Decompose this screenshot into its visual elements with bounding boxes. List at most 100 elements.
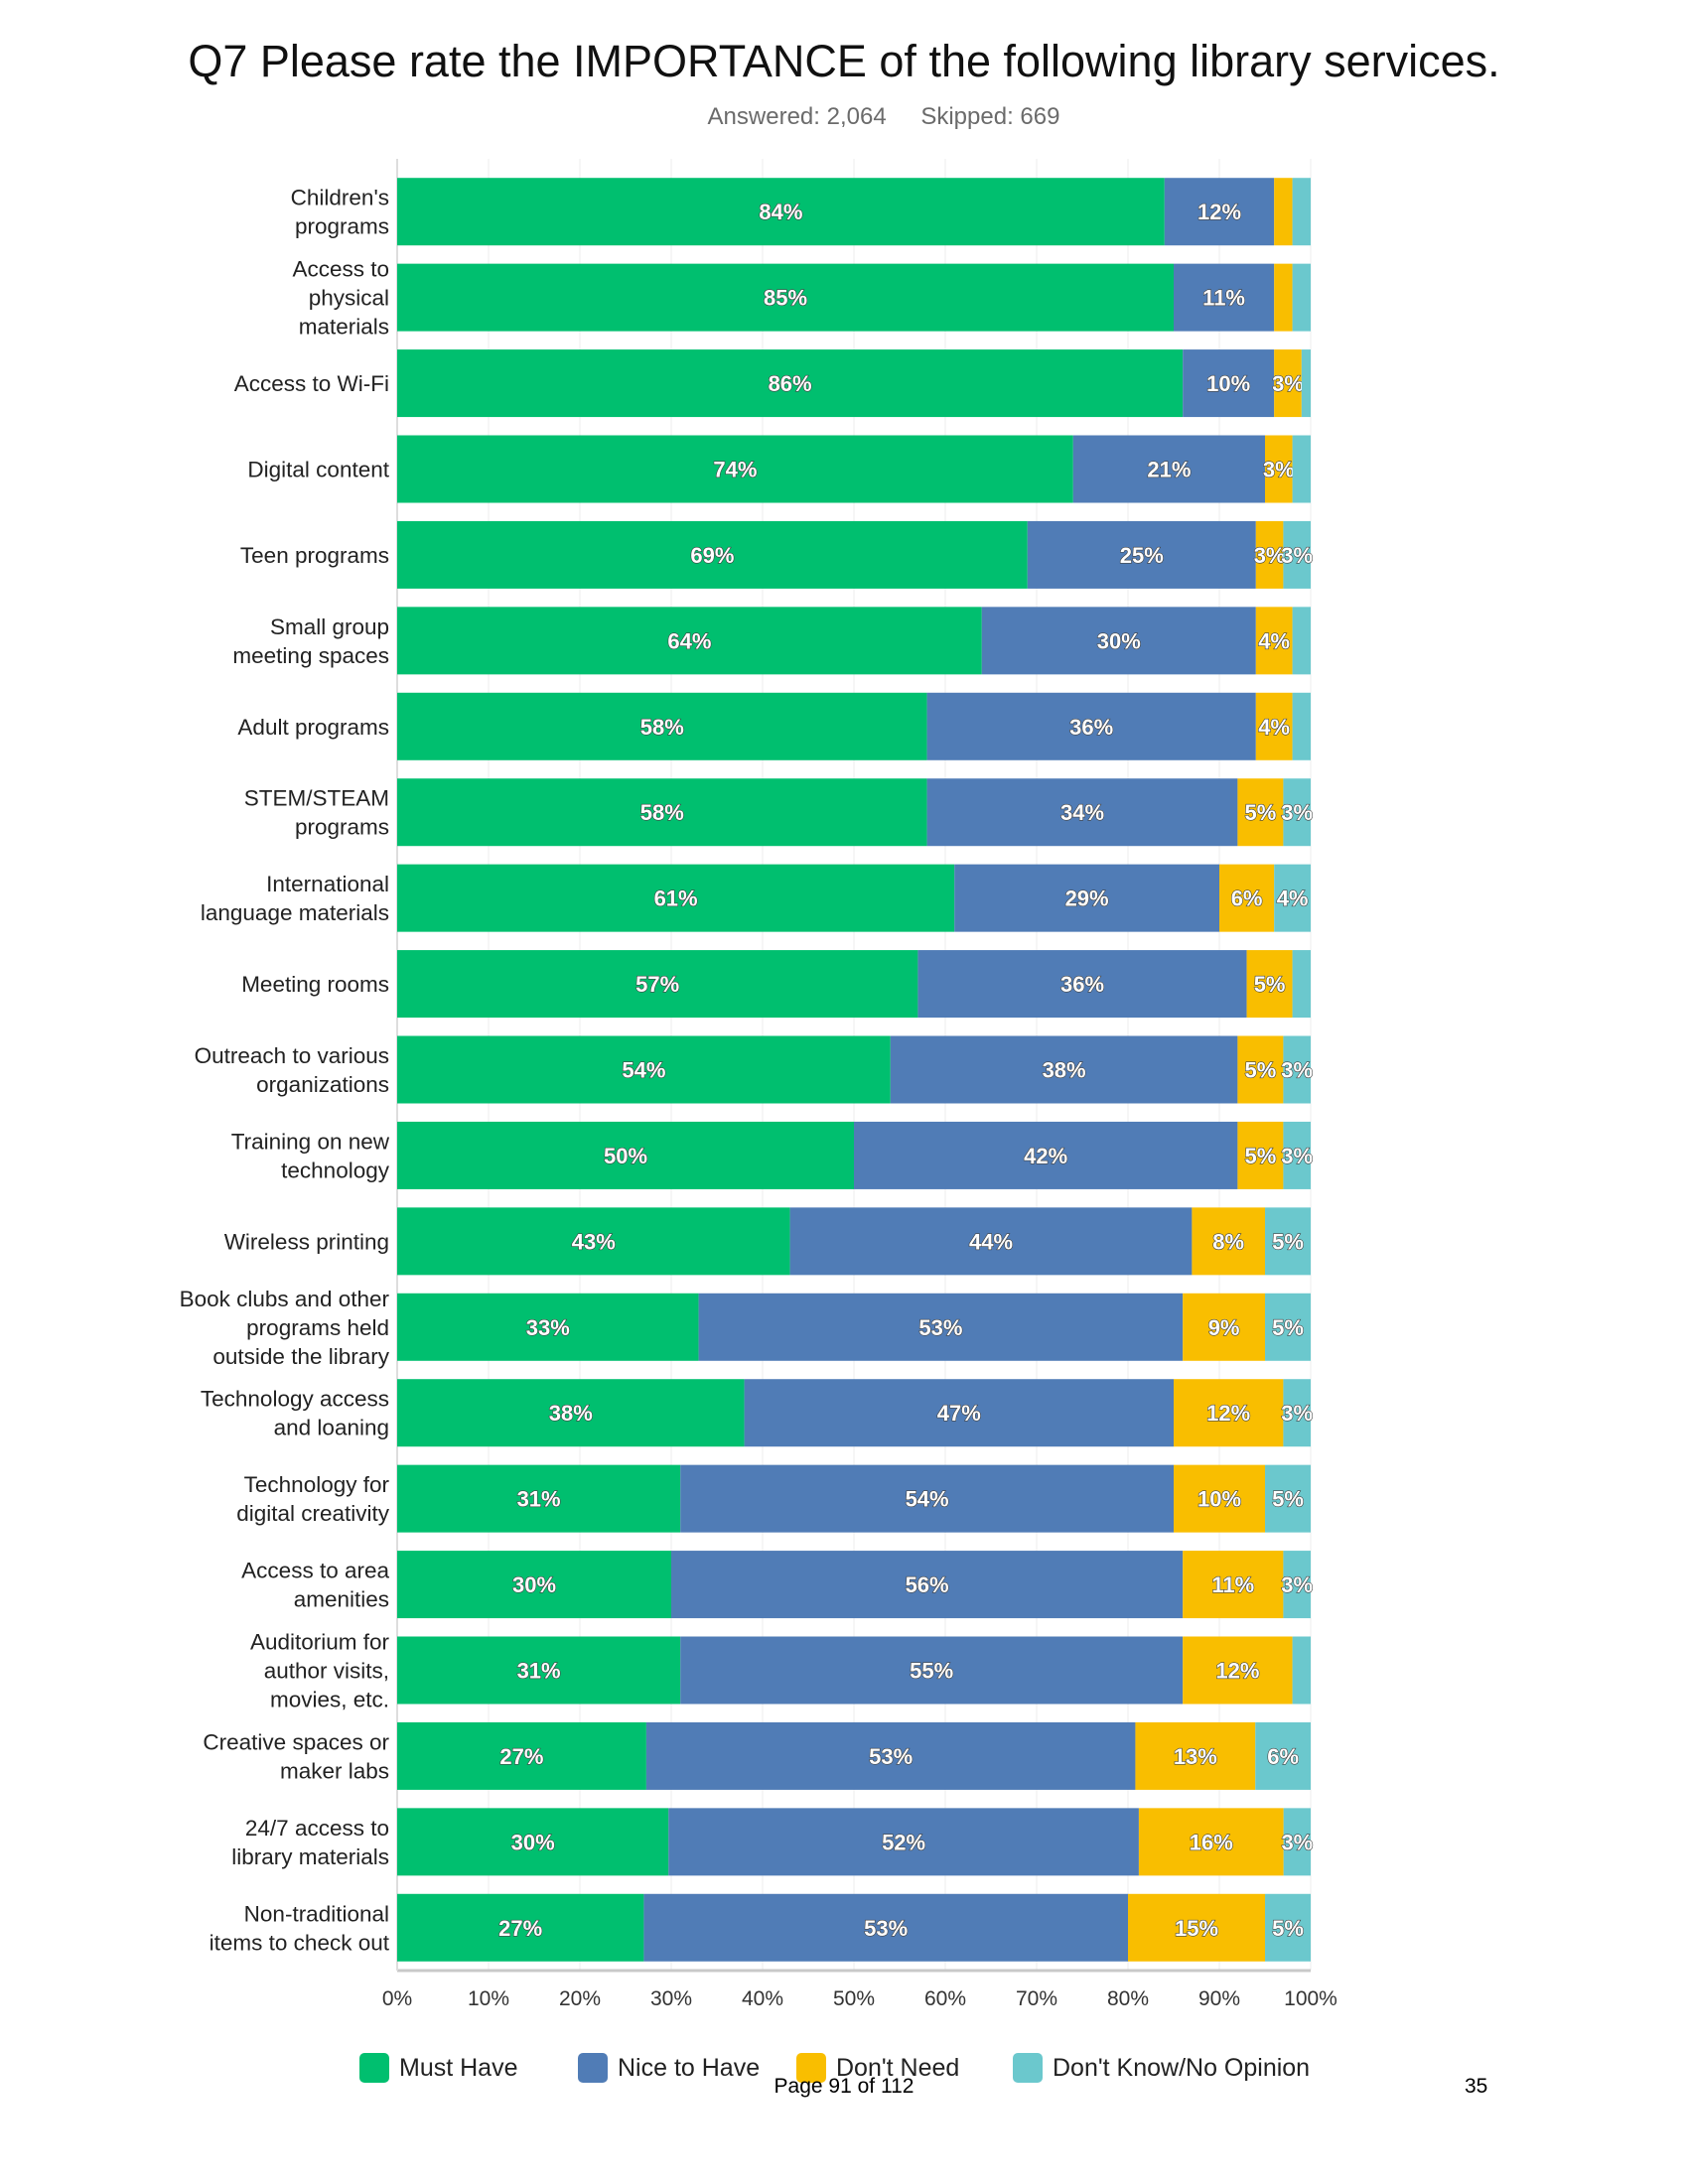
bar-segment-nice-to-have xyxy=(981,607,1256,675)
bar-segment-dont-need xyxy=(1274,178,1293,246)
category-label: Outreach to various organizations xyxy=(195,1043,389,1097)
bar-segment-must-have xyxy=(397,692,927,760)
data-label: 27% xyxy=(499,1744,543,1769)
legend-label: Must Have xyxy=(399,2053,518,2082)
data-label: 3% xyxy=(1281,800,1313,825)
data-label: 58% xyxy=(640,715,684,740)
bar-segment-dont-need xyxy=(1183,1551,1284,1619)
bar-segment-dont-know xyxy=(1292,178,1311,246)
legend-item-nice-to-have: Nice to Have xyxy=(578,2053,760,2083)
bar-segment-nice-to-have xyxy=(917,950,1247,1019)
bar-segment-dont-know xyxy=(1301,349,1311,418)
data-label: 11% xyxy=(1202,286,1245,311)
legend-label: Don't Know/No Opinion xyxy=(1053,2053,1311,2082)
bar-segment-dont-know xyxy=(1292,1636,1311,1705)
data-label: 11% xyxy=(1211,1572,1254,1597)
category-label: Digital content xyxy=(247,458,389,482)
category-label: Creative spaces or maker labs xyxy=(203,1729,389,1783)
data-label: 36% xyxy=(1060,972,1104,997)
bar-segment-dont-need xyxy=(1237,1035,1284,1104)
bar-segment-dont-need xyxy=(1183,1636,1293,1705)
data-label: 5% xyxy=(1245,800,1277,825)
data-label: 30% xyxy=(1097,628,1141,653)
x-tick-label: 100% xyxy=(1284,1987,1337,2010)
data-label: 86% xyxy=(769,371,812,396)
bar-segment-must-have xyxy=(397,1293,699,1361)
data-label: 84% xyxy=(759,200,802,224)
bar-segment-dont-know xyxy=(1292,263,1311,332)
data-label: 12% xyxy=(1215,1659,1259,1684)
bar-segment-dont-know xyxy=(1265,1293,1311,1361)
bar-segment-nice-to-have xyxy=(645,1721,1136,1790)
bar-segment-dont-need xyxy=(1237,778,1284,847)
bar-segment-must-have xyxy=(397,864,955,932)
skipped-count: Skipped: 669 xyxy=(920,103,1060,130)
bar-segment-must-have xyxy=(397,1121,854,1189)
bar-segment-nice-to-have xyxy=(668,1808,1139,1876)
bar-segment-dont-need xyxy=(1255,520,1284,589)
data-label: 5% xyxy=(1245,1144,1277,1168)
x-tick-label: 70% xyxy=(1016,1987,1057,2010)
category-label: Technology for digital creativity xyxy=(236,1472,390,1526)
category-label: Wireless printing xyxy=(224,1229,389,1254)
legend-swatch xyxy=(1013,2053,1043,2083)
x-tick-label: 30% xyxy=(650,1987,692,2010)
data-label: 5% xyxy=(1272,1315,1304,1340)
page-number: 35 xyxy=(1465,2075,1488,2098)
category-label: 24/7 access to library materials xyxy=(231,1816,389,1869)
bar-segment-must-have xyxy=(397,1035,891,1104)
legend-item-dont-need: Don't Need xyxy=(796,2053,959,2083)
category-label: Access to physical materials xyxy=(292,257,389,340)
data-label: 29% xyxy=(1065,887,1109,911)
bar-segment-must-have xyxy=(397,1636,681,1705)
legend-swatch xyxy=(796,2053,826,2083)
bar-segment-must-have xyxy=(397,1379,745,1447)
bar-segment-nice-to-have xyxy=(926,778,1238,847)
data-label: 6% xyxy=(1267,1744,1299,1769)
data-label: 3% xyxy=(1281,543,1313,568)
category-label: Meeting rooms xyxy=(241,972,389,997)
data-label: 53% xyxy=(864,1916,908,1941)
data-label: 42% xyxy=(1024,1144,1067,1168)
chart-legend: Must Have Nice to Have Don't Need Don't Kno… xyxy=(0,2053,1688,2093)
x-tick-label: 50% xyxy=(833,1987,875,2010)
bar-segment-dont-know xyxy=(1283,1121,1311,1189)
legend-label: Don't Need xyxy=(836,2053,960,2082)
bar-segment-nice-to-have xyxy=(789,1207,1193,1276)
data-label: 56% xyxy=(906,1572,949,1597)
x-tick-label: 60% xyxy=(924,1987,966,2010)
bar-segment-nice-to-have xyxy=(1174,263,1275,332)
data-label: 74% xyxy=(713,458,757,482)
bar-segment-dont-know xyxy=(1292,435,1311,503)
data-label: 5% xyxy=(1272,1229,1304,1254)
bar-segment-nice-to-have xyxy=(643,1893,1128,1962)
category-label: Technology access and loaning xyxy=(201,1387,389,1440)
data-label: 10% xyxy=(1206,371,1250,396)
data-label: 33% xyxy=(526,1315,570,1340)
x-tick-label: 40% xyxy=(742,1987,783,2010)
bar-segment-nice-to-have xyxy=(680,1464,1174,1533)
bar-segment-dont-know xyxy=(1292,950,1311,1019)
x-tick-label: 10% xyxy=(468,1987,509,2010)
bar-segment-nice-to-have xyxy=(890,1035,1238,1104)
category-label: Access to area amenities xyxy=(241,1559,389,1612)
data-label: 27% xyxy=(498,1916,542,1941)
category-label: Training on new technology xyxy=(231,1129,390,1182)
data-label: 30% xyxy=(512,1572,556,1597)
data-label: 3% xyxy=(1281,1830,1313,1854)
bar-segment-must-have xyxy=(397,1721,646,1790)
data-label: 3% xyxy=(1281,1401,1313,1426)
category-label: Non-traditional items to check out xyxy=(210,1901,390,1955)
bar-segment-dont-know xyxy=(1292,692,1311,760)
bar-segment-must-have xyxy=(397,349,1184,418)
x-tick-label: 90% xyxy=(1198,1987,1240,2010)
bar-segment-nice-to-have xyxy=(671,1551,1184,1619)
data-label: 31% xyxy=(517,1659,561,1684)
bar-segment-dont-know xyxy=(1283,520,1311,589)
bar-segment-dont-need xyxy=(1219,864,1275,932)
bar-segment-dont-need xyxy=(1174,1379,1284,1447)
category-label: STEM/STEAM programs xyxy=(244,786,389,840)
bar-segment-must-have xyxy=(397,607,982,675)
x-tick-label: 80% xyxy=(1107,1987,1149,2010)
bar-segment-must-have xyxy=(397,1808,669,1876)
